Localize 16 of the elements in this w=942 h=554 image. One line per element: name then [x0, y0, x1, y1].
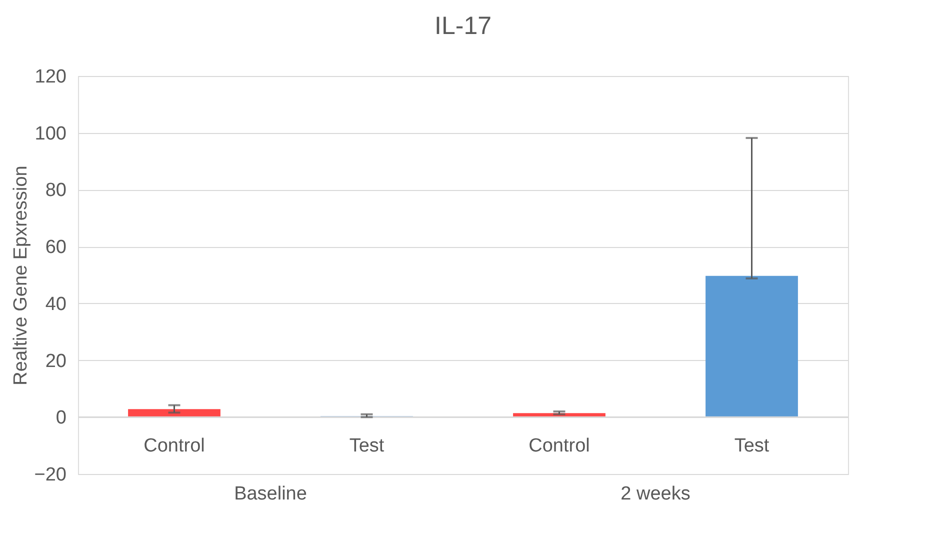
series-label: Test [349, 436, 385, 457]
y-tick-label: 0 [56, 408, 66, 429]
y-tick-label: 120 [34, 66, 66, 88]
y-axis-title: Realtive Gene Epxression [10, 166, 32, 386]
y-tick-label: 40 [45, 294, 66, 315]
y-tick-label: 100 [34, 123, 66, 144]
y-tick-label: −20 [34, 464, 66, 486]
y-tick-label: 80 [45, 180, 66, 202]
x-tick-label: Baseline [234, 484, 307, 504]
y-tick-label: 60 [45, 237, 66, 258]
text: Test [734, 436, 770, 457]
chart-title: IL-17 [434, 12, 492, 40]
x-tick-label: 2 weeks [620, 484, 690, 504]
text: Control [528, 436, 590, 457]
series-label: Control [144, 436, 205, 457]
y-tick-label: 20 [45, 350, 66, 372]
